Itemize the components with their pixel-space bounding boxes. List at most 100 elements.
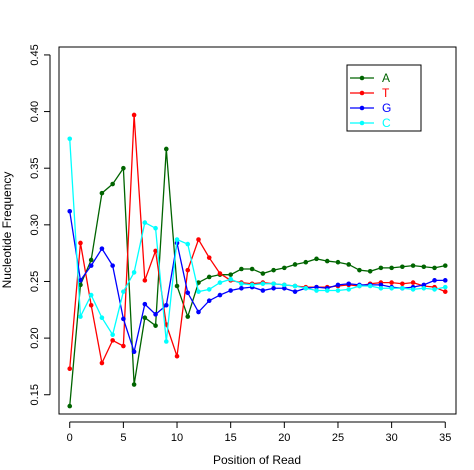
x-tick-label: 15 bbox=[225, 432, 237, 444]
data-point-a bbox=[314, 256, 319, 262]
data-point-a bbox=[206, 274, 212, 280]
data-point-a bbox=[442, 263, 448, 268]
data-point-c bbox=[217, 280, 223, 285]
x-axis: 0 5 10 15 20 25 30 35 bbox=[67, 421, 451, 444]
data-point-g bbox=[206, 298, 212, 304]
legend-label-c: C bbox=[382, 116, 391, 130]
data-point-a bbox=[400, 264, 405, 270]
data-point-a bbox=[378, 265, 384, 271]
data-point-g bbox=[260, 288, 266, 293]
data-point-g bbox=[196, 309, 201, 315]
data-point-t bbox=[121, 343, 126, 349]
legend-marker-g bbox=[359, 105, 365, 111]
data-point-a bbox=[228, 272, 233, 277]
data-point-c bbox=[378, 285, 384, 291]
data-point-g bbox=[121, 316, 126, 322]
data-point-a bbox=[421, 264, 427, 270]
data-point-a bbox=[153, 323, 158, 328]
data-point-c bbox=[174, 237, 180, 242]
y-tick-label: 0.25 bbox=[29, 271, 41, 292]
y-tick-label: 0.45 bbox=[29, 44, 41, 65]
data-point-t bbox=[174, 353, 180, 359]
data-point-c bbox=[249, 282, 255, 288]
data-point-g bbox=[282, 285, 287, 291]
data-point-g bbox=[292, 289, 298, 294]
data-point-a bbox=[389, 265, 394, 271]
data-point-a bbox=[67, 403, 73, 409]
data-point-c bbox=[324, 288, 330, 293]
data-point-c bbox=[78, 314, 83, 319]
data-point-a bbox=[249, 266, 255, 272]
data-point-g bbox=[271, 285, 276, 291]
data-point-c bbox=[260, 281, 266, 287]
data-point-a bbox=[174, 283, 180, 289]
data-point-t bbox=[88, 302, 94, 308]
data-point-c bbox=[421, 285, 427, 291]
data-point-t bbox=[196, 237, 201, 242]
data-point-c bbox=[163, 339, 169, 344]
y-tick-label: 0.30 bbox=[29, 214, 41, 235]
data-point-g bbox=[442, 278, 448, 283]
x-tick-label: 10 bbox=[171, 432, 183, 444]
legend-marker-c bbox=[359, 120, 365, 126]
data-point-a bbox=[239, 266, 244, 272]
data-point-t bbox=[153, 248, 158, 254]
data-point-c bbox=[346, 287, 352, 292]
data-point-g bbox=[131, 349, 137, 355]
x-tick-label: 5 bbox=[120, 432, 126, 444]
data-point-t bbox=[110, 338, 115, 343]
y-axis: 0.15 0.20 0.25 0.30 0.35 0.40 0.45 bbox=[29, 44, 51, 405]
data-point-a bbox=[367, 268, 373, 274]
data-point-a bbox=[324, 258, 330, 264]
data-point-t bbox=[217, 271, 223, 276]
data-point-a bbox=[260, 271, 266, 276]
y-tick-label: 0.40 bbox=[29, 101, 41, 122]
data-point-g bbox=[67, 208, 73, 214]
x-tick-label: 30 bbox=[385, 432, 397, 444]
data-point-a bbox=[110, 181, 115, 187]
data-point-g bbox=[346, 281, 352, 287]
data-point-c bbox=[185, 241, 191, 247]
y-tick-label: 0.35 bbox=[29, 157, 41, 178]
x-tick-label: 35 bbox=[439, 432, 451, 444]
data-point-g bbox=[335, 282, 341, 288]
data-point-c bbox=[121, 289, 126, 294]
x-tick-label: 20 bbox=[278, 432, 290, 444]
data-point-c bbox=[271, 281, 276, 287]
data-point-c bbox=[400, 285, 405, 291]
data-point-g bbox=[142, 301, 148, 307]
series-layer bbox=[67, 112, 448, 409]
data-point-c bbox=[314, 288, 319, 293]
data-point-g bbox=[239, 285, 244, 291]
data-point-t bbox=[389, 280, 394, 285]
data-point-c bbox=[367, 283, 373, 289]
data-point-t bbox=[400, 281, 405, 287]
data-point-c bbox=[131, 270, 137, 275]
data-point-a bbox=[88, 257, 94, 263]
data-point-a bbox=[163, 146, 169, 152]
legend-label-g: G bbox=[382, 101, 391, 115]
data-point-a bbox=[99, 190, 105, 196]
data-point-a bbox=[292, 262, 298, 267]
data-point-a bbox=[142, 315, 148, 321]
data-point-c bbox=[442, 284, 448, 290]
data-point-g bbox=[185, 290, 191, 296]
data-point-g bbox=[217, 292, 223, 298]
data-point-c bbox=[239, 281, 244, 287]
data-point-c bbox=[357, 283, 362, 289]
data-point-c bbox=[282, 282, 287, 288]
data-point-g bbox=[228, 288, 233, 293]
data-point-c bbox=[335, 288, 341, 293]
data-point-a bbox=[78, 282, 83, 288]
data-point-g bbox=[110, 263, 115, 268]
data-point-g bbox=[153, 312, 158, 317]
data-point-t bbox=[442, 289, 448, 294]
data-point-a bbox=[282, 265, 287, 271]
data-point-g bbox=[88, 263, 94, 268]
data-point-g bbox=[99, 246, 105, 251]
data-point-a bbox=[335, 259, 341, 265]
x-tick-label: 25 bbox=[332, 432, 344, 444]
data-point-c bbox=[432, 287, 437, 292]
y-tick-label: 0.20 bbox=[29, 327, 41, 348]
